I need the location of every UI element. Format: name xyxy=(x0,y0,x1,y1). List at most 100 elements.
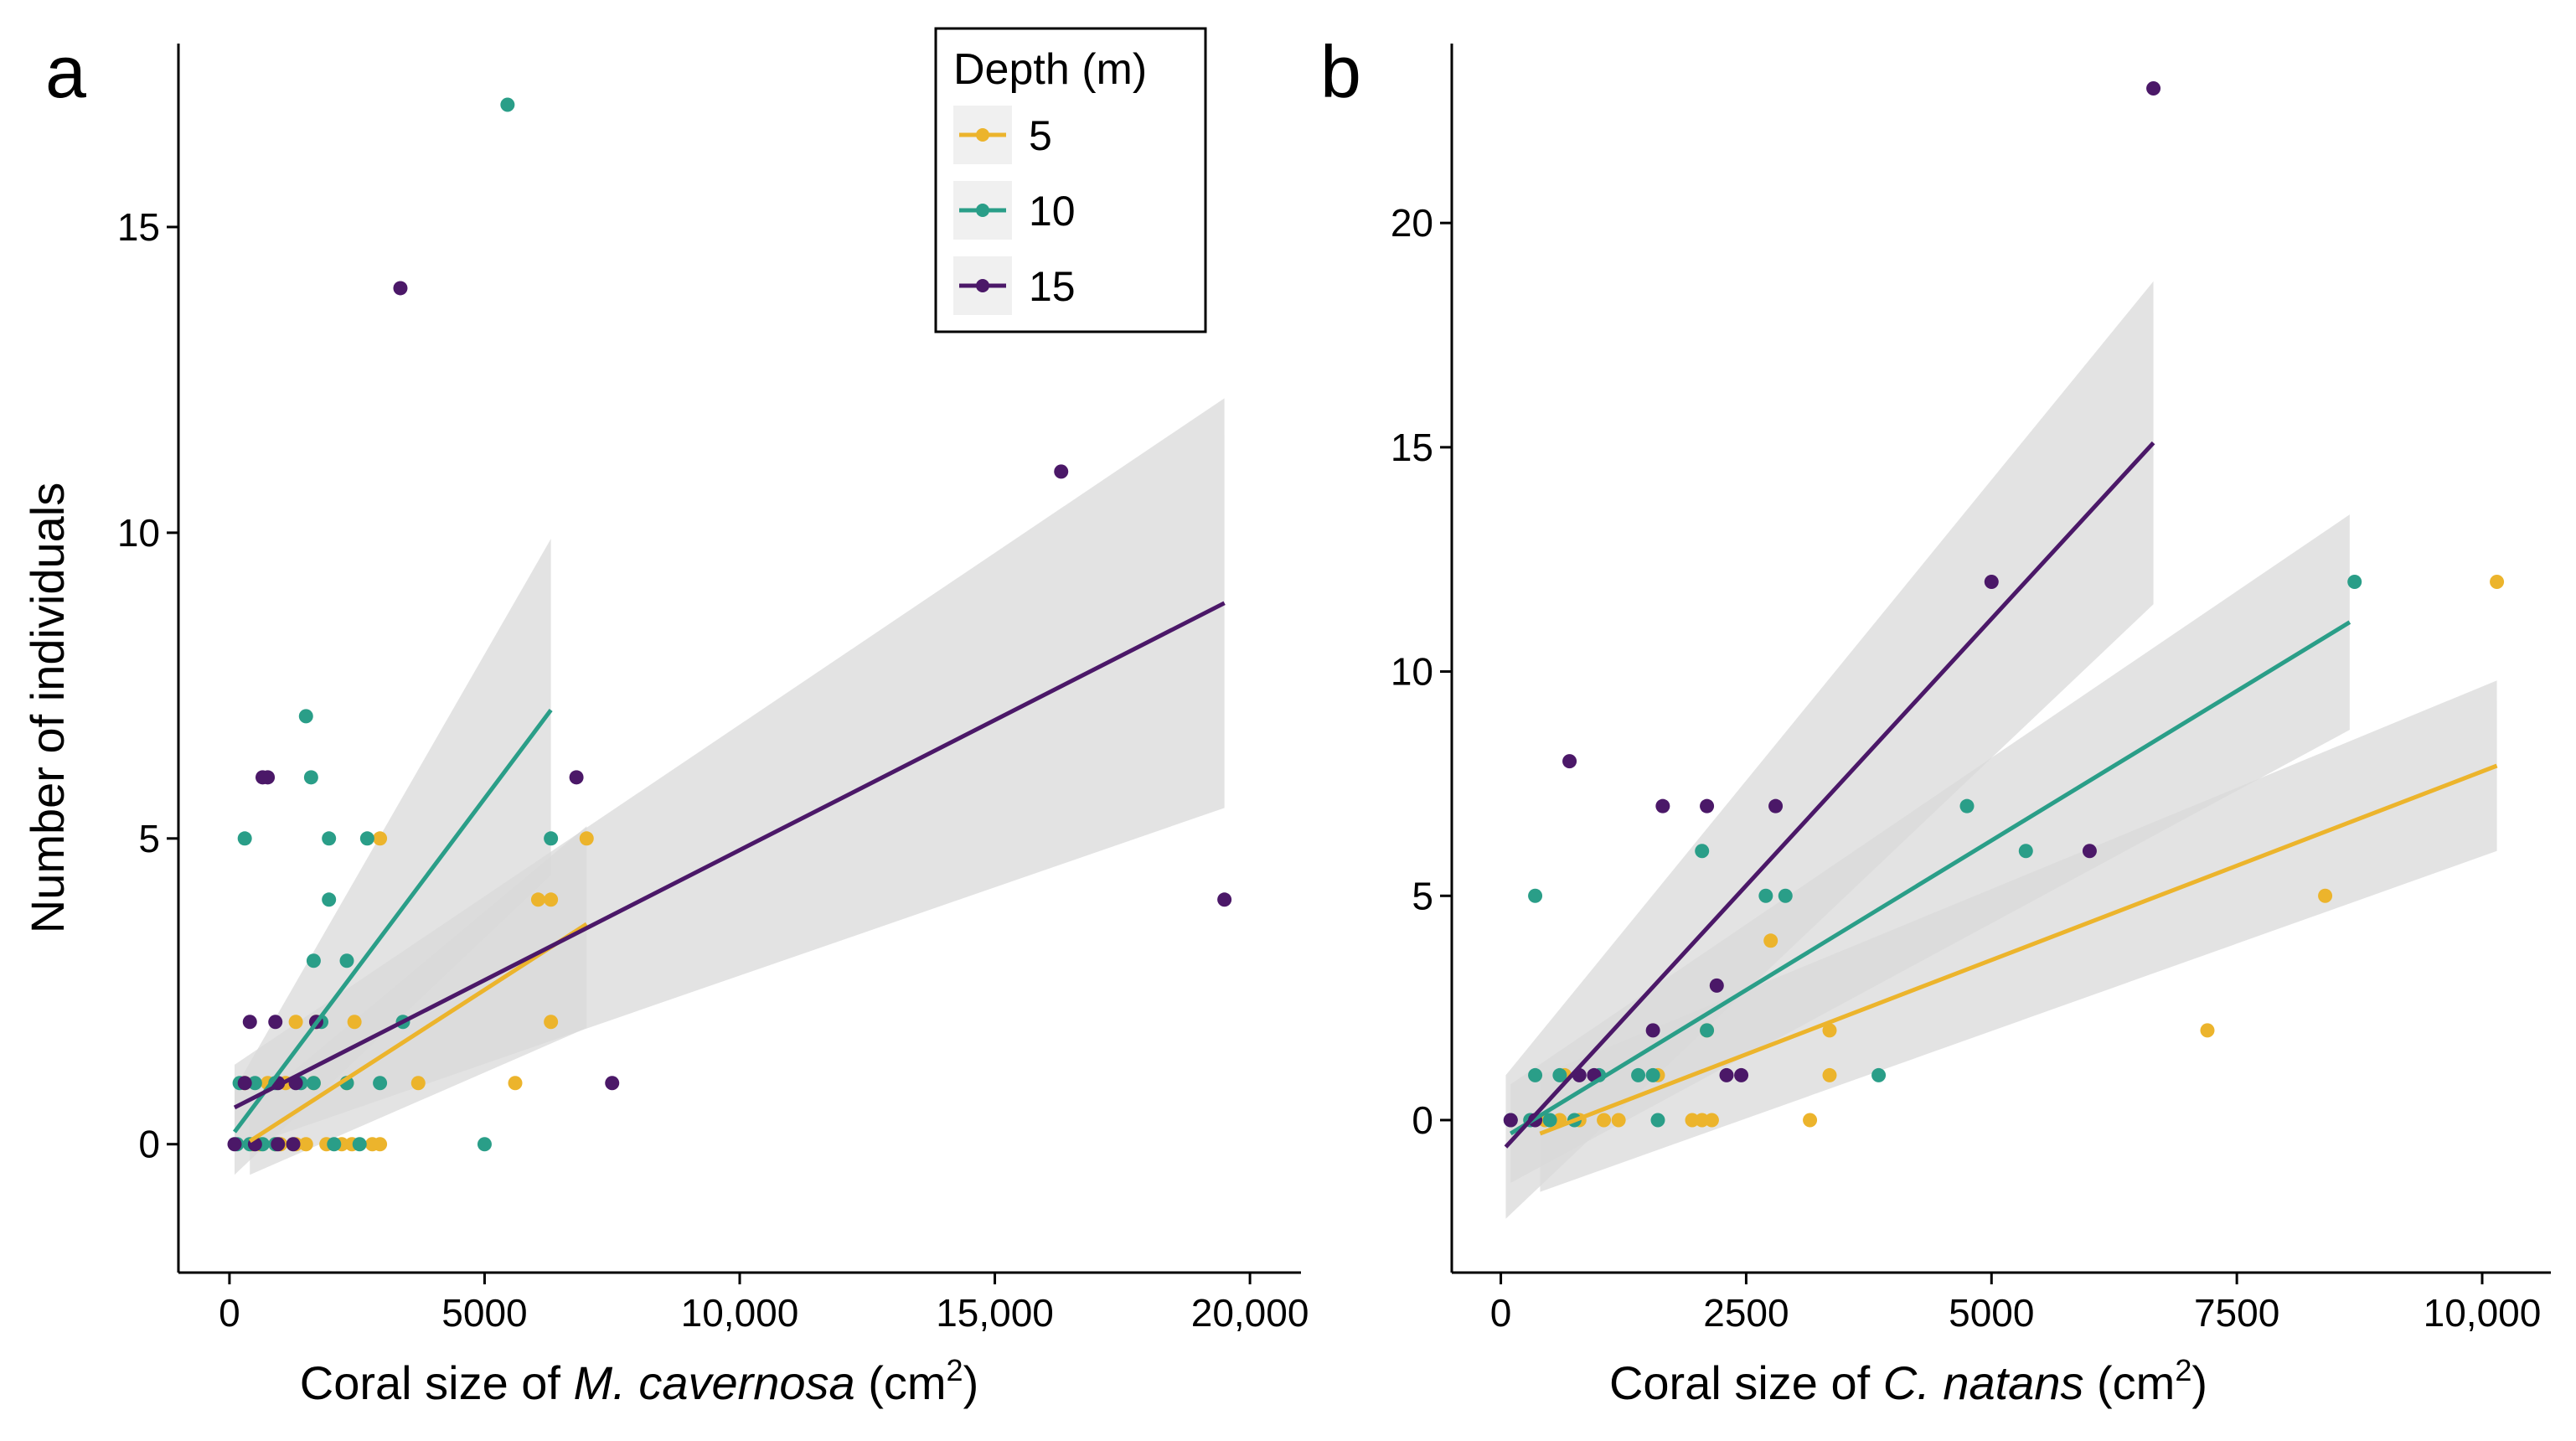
point-depth-15 xyxy=(242,1015,257,1030)
point-depth-5 xyxy=(544,892,559,907)
point-depth-15 xyxy=(569,770,584,785)
point-depth-15 xyxy=(1719,1067,1734,1082)
fit-line-depth-10 xyxy=(1509,620,2351,1136)
point-depth-15 xyxy=(1645,1023,1660,1038)
ci-ribbon-depth-15 xyxy=(235,398,1225,1151)
point-depth-10 xyxy=(1552,1067,1567,1082)
point-depth-10 xyxy=(339,953,354,968)
x-tick-label: 7500 xyxy=(2194,1291,2279,1335)
x-tick-label: 0 xyxy=(1490,1291,1512,1335)
x-tick-label: 0 xyxy=(219,1291,240,1335)
y-tick-label: 15 xyxy=(1391,426,1433,469)
x-axis-title-b: Coral size of C. natans (cm2) xyxy=(1609,1353,2207,1409)
point-depth-5 xyxy=(1597,1113,1612,1128)
ci-ribbon-depth-5 xyxy=(1540,680,2497,1192)
point-depth-5 xyxy=(1704,1113,1719,1128)
point-depth-10 xyxy=(2018,844,2033,859)
legend-key-point xyxy=(976,128,989,142)
point-depth-10 xyxy=(322,831,337,846)
point-depth-10 xyxy=(298,709,313,724)
point-depth-10 xyxy=(373,1076,388,1091)
point-depth-10 xyxy=(247,1076,262,1091)
panel-label-b: b xyxy=(1320,30,1361,113)
x-axis-title-a-unit: (cm xyxy=(855,1356,947,1409)
point-depth-5 xyxy=(1822,1067,1837,1082)
point-depth-15 xyxy=(1700,798,1715,813)
y-axis-title-a: Number of individuals xyxy=(21,483,74,933)
point-depth-15 xyxy=(271,1137,286,1152)
point-depth-15 xyxy=(1503,1113,1518,1128)
point-depth-10 xyxy=(1542,1113,1557,1128)
point-depth-5 xyxy=(544,1015,559,1030)
y-tick-label: 15 xyxy=(117,205,160,249)
x-tick-label: 5000 xyxy=(441,1291,527,1335)
legend-item-15: 15 xyxy=(953,256,1076,315)
point-depth-15 xyxy=(1734,1067,1749,1082)
point-depth-5 xyxy=(1695,1113,1710,1128)
point-depth-10 xyxy=(303,770,318,785)
x-tick-label: 2500 xyxy=(1703,1291,1789,1335)
point-depth-5 xyxy=(530,892,545,907)
ci-ribbon-depth-10 xyxy=(1510,514,2350,1183)
point-depth-5 xyxy=(373,831,388,846)
legend-item-5: 5 xyxy=(953,106,1052,164)
point-depth-5 xyxy=(1822,1023,1837,1038)
point-depth-5 xyxy=(298,1137,313,1152)
x-axis-title-a-prefix: Coral size of xyxy=(300,1356,574,1409)
x-axis-title-a-species: M. cavernosa xyxy=(574,1356,855,1409)
ci-ribbon-depth-15 xyxy=(1505,281,2154,1219)
point-depth-15 xyxy=(393,281,408,296)
y-tick-label: 5 xyxy=(138,817,160,860)
legend-label-10: 10 xyxy=(1029,188,1076,235)
point-depth-10 xyxy=(1528,1067,1543,1082)
fit-line-depth-10 xyxy=(232,709,553,1134)
point-depth-5 xyxy=(579,831,594,846)
point-depth-10 xyxy=(306,953,321,968)
point-depth-10 xyxy=(1959,798,1975,813)
x-tick-label: 15,000 xyxy=(936,1291,1054,1335)
point-depth-10 xyxy=(500,97,515,112)
x-axis-title-a-close: ) xyxy=(963,1356,979,1409)
point-depth-5 xyxy=(347,1015,362,1030)
point-depth-15 xyxy=(1217,892,1232,907)
legend-key-point xyxy=(976,204,989,217)
point-depth-15 xyxy=(237,1076,252,1091)
point-depth-5 xyxy=(2318,888,2333,903)
point-depth-5 xyxy=(1685,1113,1700,1128)
point-depth-10 xyxy=(327,1137,342,1152)
point-depth-10 xyxy=(1871,1067,1887,1082)
point-depth-10 xyxy=(2347,574,2362,589)
legend-label-5: 5 xyxy=(1029,112,1052,159)
point-depth-15 xyxy=(268,1015,283,1030)
x-tick-label: 5000 xyxy=(1949,1291,2034,1335)
panel-label-a: a xyxy=(45,30,86,113)
point-depth-15 xyxy=(227,1137,242,1152)
point-depth-10 xyxy=(1528,888,1543,903)
x-axis-title-a: Coral size of M. cavernosa (cm2) xyxy=(300,1353,978,1409)
point-depth-15 xyxy=(2082,844,2097,859)
point-depth-15 xyxy=(1562,754,1577,769)
point-depth-10 xyxy=(477,1137,492,1152)
point-depth-5 xyxy=(1611,1113,1626,1128)
point-depth-10 xyxy=(359,831,374,846)
x-tick-label: 20,000 xyxy=(1191,1291,1309,1335)
point-depth-5 xyxy=(288,1015,303,1030)
x-axis-title-b-species: C. natans xyxy=(1883,1356,2084,1409)
point-depth-10 xyxy=(306,1076,321,1091)
point-depth-5 xyxy=(410,1076,426,1091)
y-tick-label: 0 xyxy=(138,1123,160,1166)
point-depth-5 xyxy=(2200,1023,2215,1038)
legend-item-10: 10 xyxy=(953,181,1076,240)
point-depth-15 xyxy=(261,770,276,785)
point-depth-10 xyxy=(237,831,252,846)
point-depth-15 xyxy=(1655,798,1670,813)
x-tick-label: 10,000 xyxy=(2424,1291,2542,1335)
point-depth-10 xyxy=(1695,844,1710,859)
x-axis-title-b-close: ) xyxy=(2191,1356,2207,1409)
y-tick-label: 10 xyxy=(117,511,160,555)
point-depth-15 xyxy=(1054,464,1069,479)
x-tick-label: 10,000 xyxy=(681,1291,799,1335)
point-depth-15 xyxy=(2146,81,2161,96)
plot-panel-b: 0 5 10 15 20 0 2500 5000 7500 10,000 xyxy=(1391,44,2551,1335)
